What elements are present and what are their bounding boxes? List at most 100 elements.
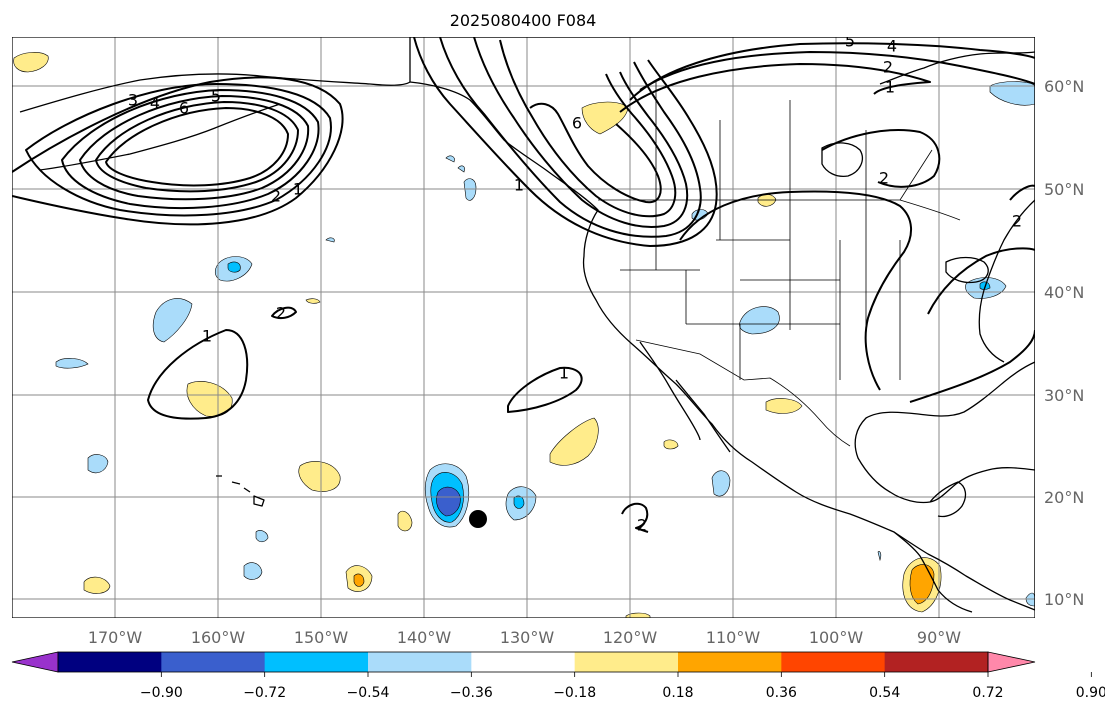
negative-anomaly-area xyxy=(152,298,193,343)
colorbar-tick-label: −0.36 xyxy=(450,685,493,701)
contour-label: 1 xyxy=(885,78,895,97)
east-coast xyxy=(978,199,1035,363)
gridlines xyxy=(12,37,1035,618)
colorbar-segment xyxy=(58,652,162,672)
colorbar-extend-max xyxy=(987,651,1036,673)
contour-line xyxy=(619,63,931,113)
x-tick-label: 160°W xyxy=(191,628,246,647)
contour-label: 6 xyxy=(179,99,189,118)
contour-line xyxy=(639,51,1035,91)
y-tick-label: 60°N xyxy=(1044,77,1084,96)
y-tick-label: 50°N xyxy=(1044,180,1084,199)
contour-label: 4 xyxy=(887,37,897,56)
contour-label: 4 xyxy=(150,94,160,113)
state-boundaries xyxy=(620,200,901,380)
negative-anomaly-area xyxy=(877,551,882,562)
gulf-of-mexico-coast xyxy=(854,361,1035,504)
colorbar-segment xyxy=(368,652,472,672)
x-tick-label: 100°W xyxy=(809,628,864,647)
contour-label: 6 xyxy=(572,114,582,133)
contour-line xyxy=(25,83,332,217)
us-mexico-border xyxy=(635,339,851,447)
contour-label: 5 xyxy=(211,87,221,106)
negative-anomaly-area xyxy=(457,165,465,173)
negative-anomaly-area xyxy=(463,178,477,201)
negative-anomaly-area xyxy=(445,155,455,163)
negative-anomaly-area xyxy=(989,81,1035,106)
contour-line xyxy=(413,37,718,247)
x-tick-label: 170°W xyxy=(88,628,143,647)
colorbar-tick-label: −0.54 xyxy=(347,685,390,701)
positive-anomaly-area xyxy=(663,439,679,450)
colorbar-outline xyxy=(57,651,989,673)
plot-title: 2025080400 F084 xyxy=(450,11,597,30)
y-axis: 60°N 50°N 40°N 30°N 20°N 10°N xyxy=(1044,77,1084,609)
central-america-coast xyxy=(893,531,973,613)
positive-anomaly-area xyxy=(83,576,111,594)
contour-line xyxy=(95,101,299,193)
contour-line xyxy=(12,76,344,226)
colorbar-tick-label: 0.90 xyxy=(1076,685,1105,701)
contour-label: 2 xyxy=(883,58,893,77)
contour-line xyxy=(529,102,662,204)
y-tick-label: 40°N xyxy=(1044,283,1084,302)
canadian-provinces xyxy=(655,80,933,201)
negative-anomaly-area xyxy=(711,470,731,497)
yucatan-coast xyxy=(929,481,967,518)
positive-anomaly-area xyxy=(765,398,803,414)
contour-label: 1 xyxy=(202,327,212,346)
positive-anomaly-area xyxy=(13,52,49,73)
negative-anomaly-area xyxy=(227,261,241,273)
storm-center-marker xyxy=(469,510,487,528)
x-tick-label: 130°W xyxy=(500,628,555,647)
negative-anomaly-area xyxy=(243,562,263,580)
y-tick-label: 10°N xyxy=(1044,590,1084,609)
contour-line xyxy=(499,39,677,218)
colorbar-tick-label: −0.90 xyxy=(140,685,183,701)
contour-label: 2 xyxy=(276,304,286,323)
contour-label: 1 xyxy=(559,364,569,383)
colorbar: −0.90 −0.72 −0.54 −0.36 −0.18 0.18 0.36 0.54 0.7… xyxy=(11,651,1105,701)
hawaii-islands xyxy=(216,475,265,507)
contour-label: 5 xyxy=(845,32,855,51)
contour-line xyxy=(473,37,689,228)
contour-line xyxy=(439,37,702,238)
shaded-field xyxy=(13,52,1035,618)
contour-label: 2 xyxy=(1012,212,1022,231)
positive-anomaly-area xyxy=(549,417,599,466)
negative-anomaly-area xyxy=(87,454,109,474)
y-tick-label: 30°N xyxy=(1044,386,1084,405)
colorbar-tick-label: 0.72 xyxy=(972,685,1003,701)
negative-anomaly-area xyxy=(255,530,269,543)
contour-line xyxy=(105,107,289,187)
colorbar-tick-label: −0.18 xyxy=(553,685,596,701)
x-tick-label: 90°W xyxy=(917,628,961,647)
x-tick-label: 110°W xyxy=(706,628,761,647)
alaska-coast xyxy=(19,73,411,113)
positive-anomaly-area xyxy=(353,573,365,587)
negative-anomaly-area xyxy=(55,358,89,369)
y-tick-label: 20°N xyxy=(1044,488,1084,507)
contour-line xyxy=(821,129,941,188)
contour-line xyxy=(927,247,1035,315)
colorbar-segment xyxy=(574,652,679,672)
north-america-coast xyxy=(409,37,1035,611)
colorbar-tick-label: 0.54 xyxy=(869,685,900,701)
contour-label: 3 xyxy=(128,91,138,110)
contour-label: 2 xyxy=(271,187,281,206)
colorbar-tick-label: −0.72 xyxy=(243,685,286,701)
negative-anomaly-area xyxy=(436,486,461,517)
contour-label: 2 xyxy=(879,169,889,188)
colorbar-tick-label: 0.36 xyxy=(766,685,797,701)
negative-anomaly-area xyxy=(325,237,335,243)
contour-line xyxy=(147,329,249,420)
colorbar-segment xyxy=(781,652,886,672)
x-tick-label: 120°W xyxy=(603,628,658,647)
contour-line xyxy=(507,366,583,413)
colorbar-segment xyxy=(264,652,369,672)
political-borders xyxy=(598,80,961,447)
colorbar-extend-min xyxy=(11,651,59,673)
contour-line xyxy=(79,95,310,201)
